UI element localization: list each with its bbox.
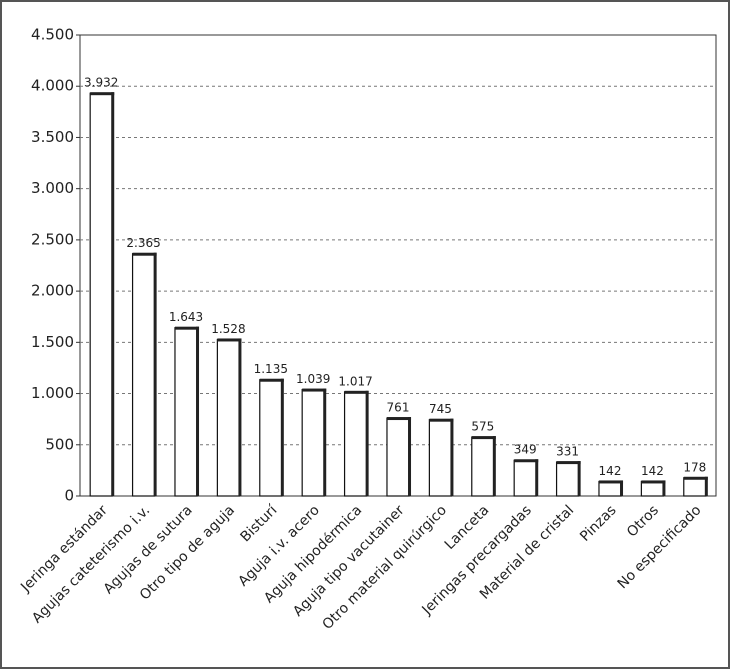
bar-shadow xyxy=(153,252,157,496)
value-label: 1.528 xyxy=(211,322,245,336)
value-label: 761 xyxy=(387,401,410,415)
value-label: 1.039 xyxy=(296,372,330,386)
bar-top xyxy=(641,480,666,484)
bar-top xyxy=(259,378,284,382)
y-tick-label: 3.500 xyxy=(31,128,74,146)
bar-top xyxy=(514,459,539,463)
bar xyxy=(174,327,198,497)
bar xyxy=(598,480,622,497)
bar-shadow xyxy=(492,436,496,496)
bar xyxy=(683,477,707,497)
value-label: 1.135 xyxy=(254,362,288,376)
y-tick-label: 4.500 xyxy=(31,26,74,44)
bar-top xyxy=(429,418,454,422)
bar-shadow xyxy=(662,480,666,496)
value-label: 1.017 xyxy=(338,374,372,388)
bar xyxy=(640,480,665,497)
bar-shadow xyxy=(280,378,284,496)
bar-top xyxy=(556,461,581,465)
bar xyxy=(386,417,410,497)
bar-shadow xyxy=(408,417,412,496)
value-label: 142 xyxy=(599,464,622,478)
bar-top xyxy=(90,92,115,96)
bar-top xyxy=(598,480,624,484)
bar-shadow xyxy=(111,92,115,496)
value-label: 349 xyxy=(514,443,537,457)
value-label: 745 xyxy=(429,402,452,416)
bar-top xyxy=(174,326,200,330)
bar-shadow xyxy=(365,390,369,496)
y-tick-label: 2.000 xyxy=(31,282,74,300)
value-label: 2.365 xyxy=(126,236,160,250)
value-label: 142 xyxy=(641,464,664,478)
bar-shadow xyxy=(704,476,708,496)
bar-shadow xyxy=(196,326,200,496)
bar xyxy=(428,419,453,497)
y-tick-label: 4.000 xyxy=(31,77,74,95)
bar-shadow xyxy=(450,418,454,496)
bar xyxy=(513,459,537,497)
y-tick-label: 1.000 xyxy=(31,384,74,402)
bar-top xyxy=(217,338,242,342)
bar xyxy=(555,461,580,497)
y-tick-label: 0 xyxy=(64,487,74,505)
bar-top xyxy=(386,417,412,421)
bar xyxy=(89,92,113,497)
bar-shadow xyxy=(535,459,539,496)
y-tick-label: 3.000 xyxy=(31,179,74,197)
y-tick-label: 2.500 xyxy=(31,230,74,248)
value-label: 575 xyxy=(471,420,494,434)
bar xyxy=(343,391,368,497)
y-tick-label: 1.500 xyxy=(31,333,74,351)
value-label: 1.643 xyxy=(169,310,203,324)
bar xyxy=(471,436,495,497)
bar-top xyxy=(302,388,327,392)
bar xyxy=(301,388,325,497)
bar-top xyxy=(683,476,708,480)
value-label: 178 xyxy=(683,460,706,474)
bar-top xyxy=(471,436,496,440)
bar-shadow xyxy=(620,480,624,496)
bar xyxy=(131,253,156,497)
bar xyxy=(216,338,241,497)
bar-shadow xyxy=(238,338,242,496)
bar-top xyxy=(344,390,369,394)
value-label: 331 xyxy=(556,445,579,459)
bar-shadow xyxy=(323,388,327,496)
value-label: 3.932 xyxy=(84,76,118,90)
bar xyxy=(259,379,283,497)
bar-shadow xyxy=(577,461,581,496)
y-tick-label: 500 xyxy=(45,435,74,453)
bar-top xyxy=(132,252,157,256)
